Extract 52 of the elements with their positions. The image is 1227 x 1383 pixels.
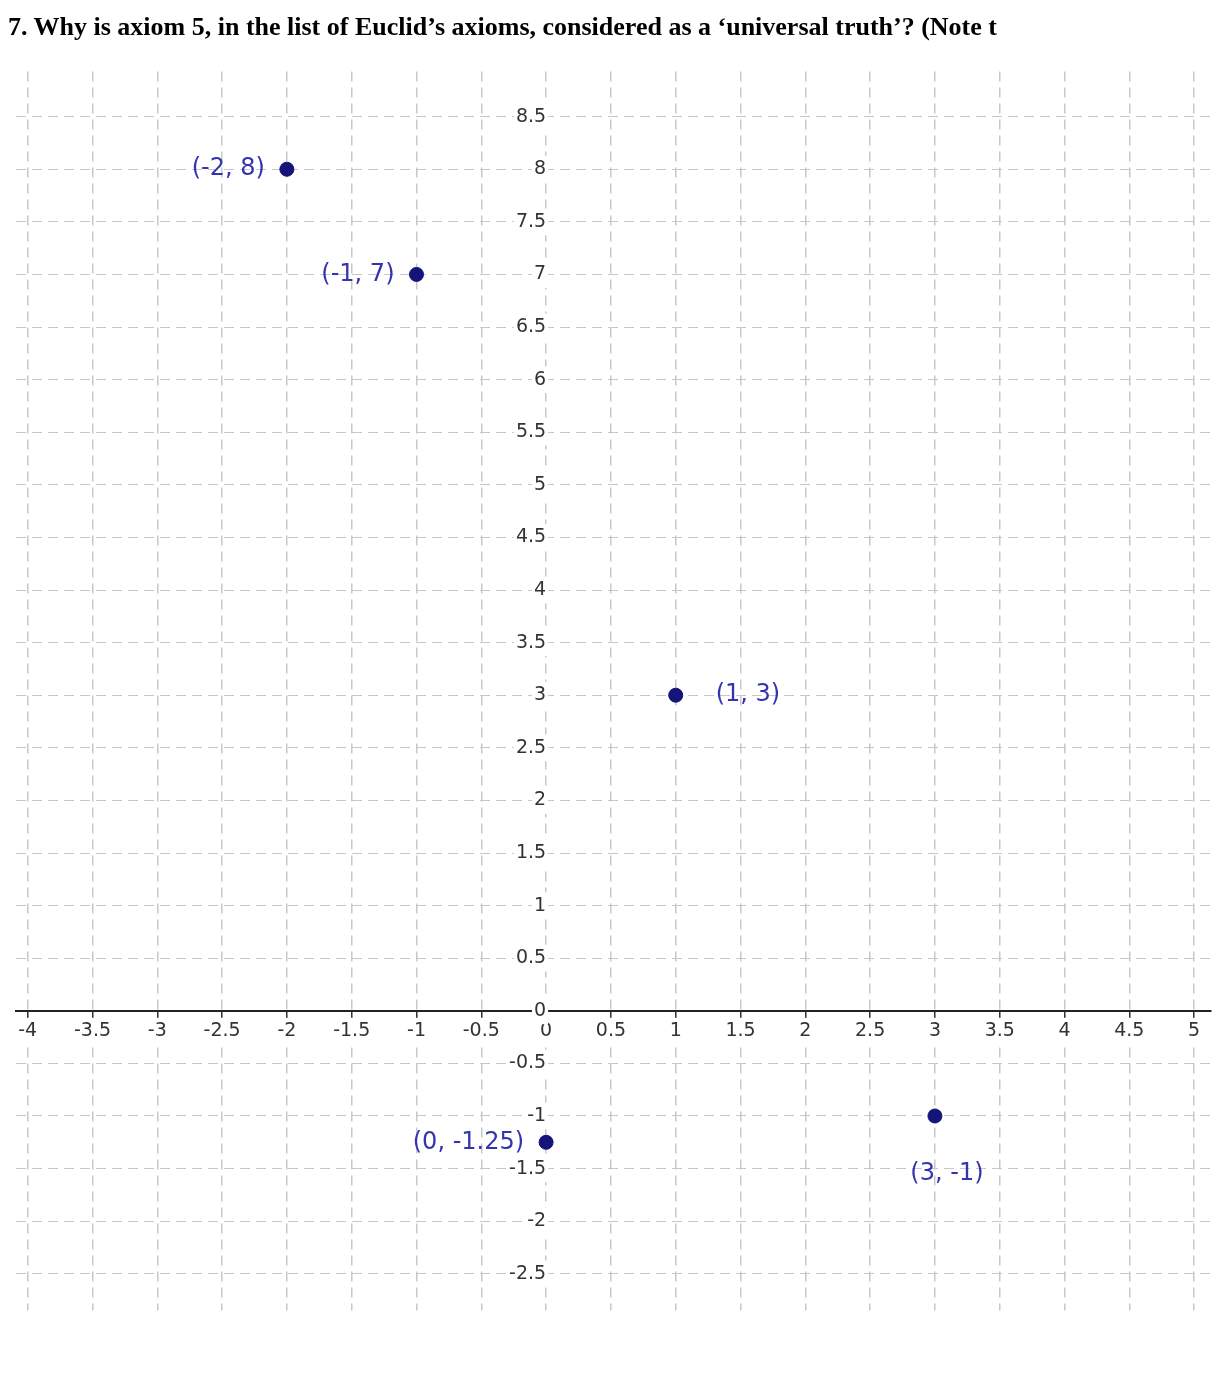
- y-tick-label: 7: [534, 261, 547, 284]
- y-tick-label: 3: [534, 682, 547, 705]
- y-tick-label: 4.5: [515, 524, 547, 547]
- x-tick-label: -1.5: [333, 1018, 371, 1041]
- x-tick-label: -2.5: [203, 1018, 241, 1041]
- y-tick-label: -0.5: [509, 1050, 547, 1073]
- y-tick-label: 8: [534, 156, 547, 179]
- y-tick-label: -2: [527, 1208, 547, 1231]
- x-tick-label: 5: [1188, 1018, 1201, 1041]
- x-tick-label: -1: [407, 1018, 426, 1041]
- x-tick-label: 0.5: [595, 1018, 627, 1041]
- point: [408, 266, 424, 282]
- x-tick-label: 4: [1058, 1018, 1071, 1041]
- x-tick-label: -3: [147, 1018, 167, 1041]
- y-tick-label: 8.5: [515, 103, 547, 126]
- data-label: (3, -1): [910, 1158, 984, 1187]
- y-tick-label: -2.5: [509, 1260, 547, 1283]
- x-tick-label: -4: [18, 1018, 38, 1041]
- y-tick-label: 3.5: [515, 629, 547, 652]
- x-tick-label: 1: [669, 1018, 682, 1041]
- data-label: (-1, 7): [321, 258, 395, 287]
- y-tick-label: 1: [534, 892, 547, 915]
- x-tick-label: 2: [799, 1018, 812, 1041]
- x-tick-label: 3.5: [984, 1018, 1015, 1041]
- point: [668, 687, 684, 703]
- y-tick-label: 6.5: [515, 313, 547, 336]
- data-label: (-2, 8): [191, 153, 265, 182]
- x-tick-label: -3.5: [73, 1018, 112, 1041]
- y-tick-label: 5.5: [515, 419, 547, 442]
- data-label: (0, -1.25): [412, 1126, 525, 1155]
- x-tick-label: 2.5: [855, 1018, 886, 1041]
- x-tick-label: -2: [277, 1018, 297, 1041]
- y-tick-label: 7.5: [515, 208, 547, 231]
- x-tick-label: -0.5: [462, 1018, 500, 1041]
- data-label: (1, 3): [715, 679, 781, 708]
- y-tick-label: 1.5: [515, 839, 547, 862]
- x-tick-label: 1.5: [725, 1018, 756, 1041]
- point: [279, 161, 295, 177]
- y-tick-label: 5: [534, 471, 547, 494]
- point: [538, 1134, 554, 1150]
- y-tick-label: 2: [534, 787, 547, 810]
- y-tick-label: 2.5: [515, 734, 547, 757]
- y-tick-label: -1: [527, 1102, 547, 1125]
- y-tick-label: 6: [534, 366, 547, 389]
- x-tick-label: 4.5: [1114, 1018, 1145, 1041]
- x-tick-label: 3: [928, 1018, 941, 1041]
- y-tick-label: 4: [534, 576, 547, 599]
- point: [927, 1108, 943, 1124]
- y-tick-label: 0.5: [515, 945, 547, 968]
- text: 7. Why is axiom 5, in the list of Euclid’s axioms, considered as a ‘universal truth’? (Note t: [8, 11, 998, 43]
- y-tick-label: -1.5: [509, 1155, 547, 1178]
- y-tick-label: 0: [534, 997, 547, 1020]
